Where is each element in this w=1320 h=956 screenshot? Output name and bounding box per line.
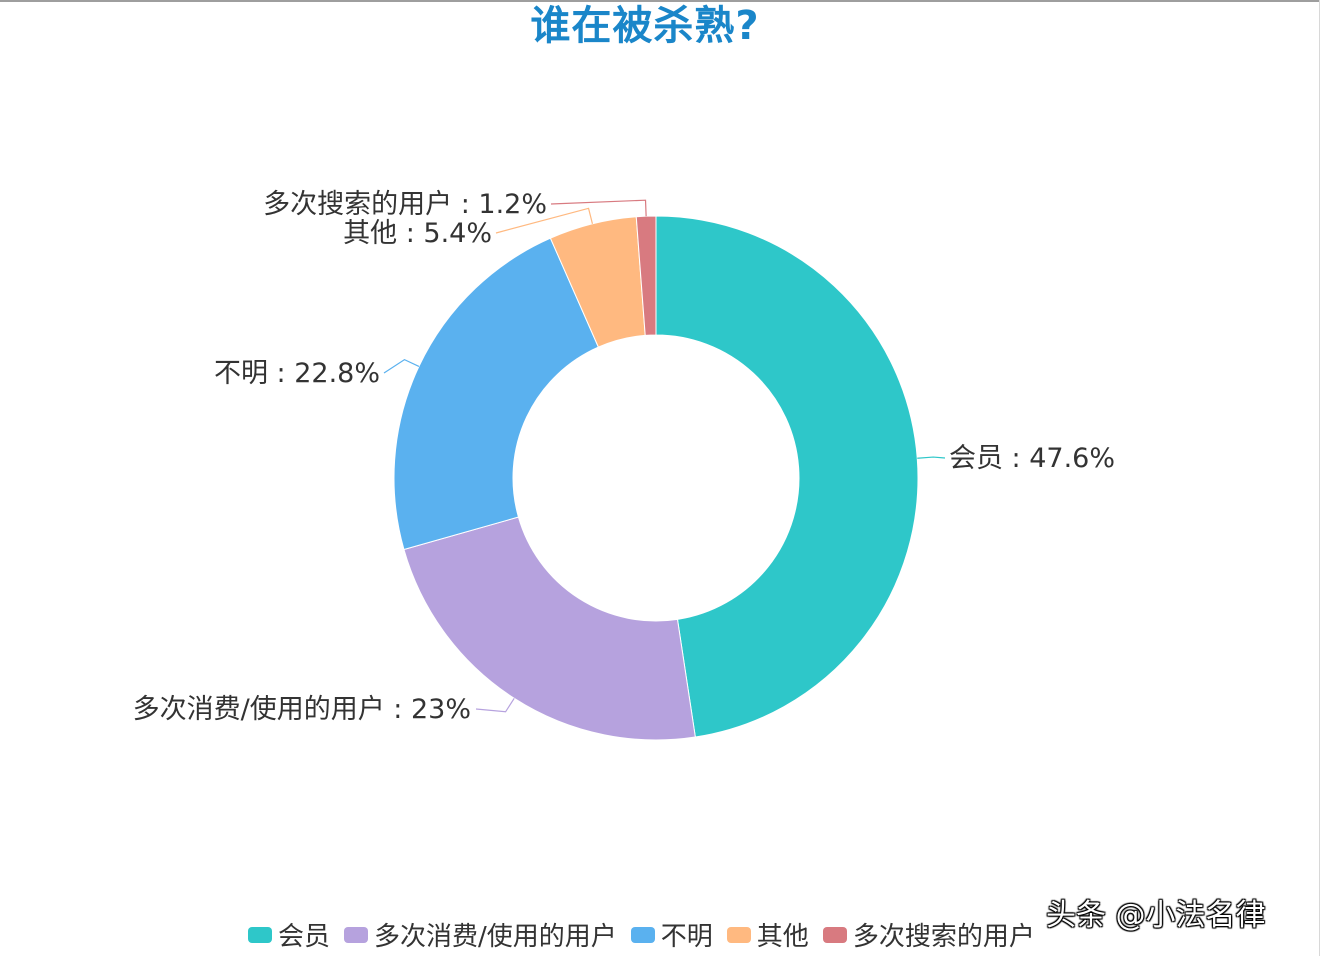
legend-item-3[interactable]: 不明: [630, 916, 713, 953]
legend-label-2: 多次消费/使用的用户: [374, 922, 617, 952]
legend-swatch-2: [344, 926, 369, 943]
chart-title: 谁在被杀熟?: [530, 3, 760, 49]
legend-label-4: 其他: [756, 922, 809, 952]
legend-label-1: 会员: [278, 922, 331, 952]
leader-line-2: [475, 698, 515, 713]
legend-item-1[interactable]: 会员: [248, 916, 330, 953]
donut-slice-5[interactable]: [635, 215, 657, 336]
legend-swatch-3: [630, 926, 655, 943]
leader-line-3: [383, 358, 420, 374]
slice-label-2: 多次消费/使用的用户 : 23%: [133, 694, 471, 725]
slice-label-1: 会员 : 47.6%: [949, 443, 1115, 474]
legend-swatch-5: [822, 926, 847, 943]
donut-slice-3[interactable]: [393, 237, 600, 551]
legend-swatch-4: [726, 926, 751, 943]
leader-line-4: [495, 207, 594, 234]
legend-item-2[interactable]: 多次消费/使用的用户: [344, 916, 617, 953]
chart-legend: 会员 多次消费/使用的用户 不明 其他 多次搜索的用户: [248, 916, 1049, 953]
legend-label-3: 不明: [660, 922, 713, 952]
legend-item-5[interactable]: 多次搜索的用户: [822, 916, 1035, 953]
slice-label-3: 不明 : 22.8%: [214, 358, 380, 389]
legend-item-4[interactable]: 其他: [726, 916, 809, 953]
slice-label-4: 其他 : 5.4%: [343, 218, 492, 249]
watermark: 头条 @小法名律: [1046, 898, 1266, 933]
donut-slice-1[interactable]: [655, 215, 919, 738]
leader-line-5: [550, 199, 647, 217]
donut-slice-2[interactable]: [403, 516, 696, 741]
top-border: [0, 0, 1320, 2]
leader-line-1: [917, 456, 946, 459]
legend-label-5: 多次搜索的用户: [852, 922, 1035, 952]
legend-swatch-1: [248, 926, 272, 943]
slice-label-5: 多次搜索的用户 : 1.2%: [263, 189, 547, 220]
